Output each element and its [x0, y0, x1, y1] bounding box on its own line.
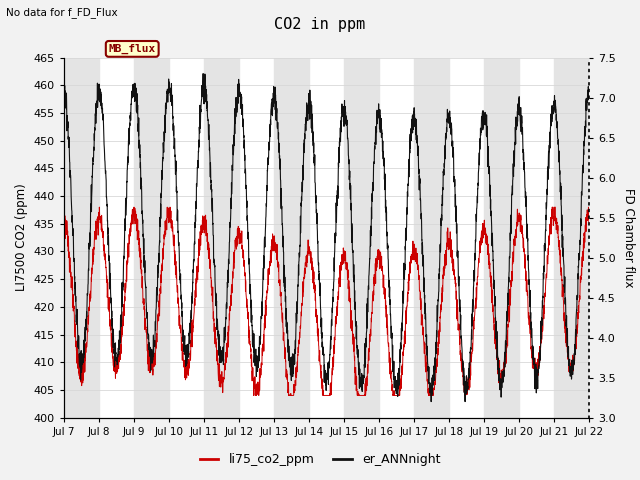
Text: MB_flux: MB_flux [109, 44, 156, 54]
Y-axis label: FD Chamber flux: FD Chamber flux [622, 188, 635, 288]
Bar [64, 58, 99, 418]
Bar [204, 58, 239, 418]
Bar [484, 58, 519, 418]
Text: CO2 in ppm: CO2 in ppm [275, 17, 365, 32]
Bar [134, 58, 169, 418]
Bar [274, 58, 309, 418]
Bar [414, 58, 449, 418]
Bar [344, 58, 379, 418]
Y-axis label: LI7500 CO2 (ppm): LI7500 CO2 (ppm) [15, 184, 28, 291]
Text: No data for f_FD_Flux: No data for f_FD_Flux [6, 7, 118, 18]
Legend: li75_co2_ppm, er_ANNnight: li75_co2_ppm, er_ANNnight [195, 448, 445, 471]
Bar [554, 58, 589, 418]
